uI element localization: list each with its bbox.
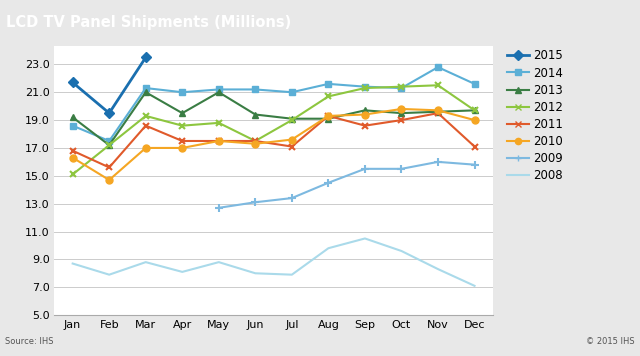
Legend: 2015, 2014, 2013, 2012, 2011, 2010, 2009, 2008: 2015, 2014, 2013, 2012, 2011, 2010, 2009…	[508, 49, 563, 182]
Text: LCD TV Panel Shipments (Millions): LCD TV Panel Shipments (Millions)	[6, 15, 292, 30]
Text: Source: IHS: Source: IHS	[5, 337, 54, 346]
Text: © 2015 IHS: © 2015 IHS	[586, 337, 635, 346]
